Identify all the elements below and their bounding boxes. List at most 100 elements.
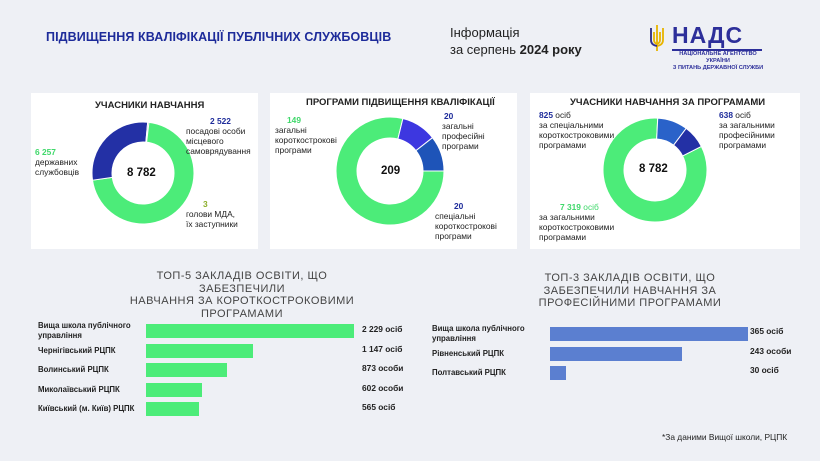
category-line: управління <box>432 333 476 343</box>
title-line: ТОП-3 ЗАКЛАДІВ ОСВІТИ, ЩО <box>544 272 716 284</box>
slice-suffix: осіб <box>552 110 571 120</box>
slice-text: професійні <box>442 131 485 141</box>
donut-chart-participants <box>91 121 195 225</box>
donut-slice-2 <box>415 136 444 172</box>
slice-text: самоврядування <box>186 146 251 156</box>
slice-text: професійними <box>719 130 775 140</box>
bar-value-label: 243 особи <box>750 345 792 356</box>
slice-text: за загальними <box>539 212 595 222</box>
donut2-slice2-label: 20 спеціальні короткострокові програми <box>435 201 497 241</box>
bar <box>146 382 203 397</box>
top3-title: ТОП-3 ЗАКЛАДІВ ОСВІТИ, ЩО ЗАБЕЗПЕЧИЛИ НА… <box>520 272 740 310</box>
slice-text: програмами <box>539 140 587 150</box>
slice-suffix: осіб <box>580 202 599 212</box>
category-line: Вища школа публічного <box>38 321 131 330</box>
category-line: Чернігівський РЦПК <box>38 345 116 355</box>
slice-text: програми <box>435 231 472 241</box>
report-period: Інформація за серпень 2024 року <box>450 24 582 58</box>
category-line: Київський (м. Київ) РЦПК <box>38 404 135 413</box>
bar-value-label: 2 229 осіб <box>362 324 403 334</box>
trident-icon <box>650 25 664 51</box>
bar-value-label: 30 осіб <box>750 365 779 375</box>
bar-value-label: 565 осіб <box>362 402 396 412</box>
slice-value: 149 <box>287 115 301 125</box>
bar-category-label: Вища школа публічного управління <box>38 321 131 340</box>
slice-text: посадові особи <box>186 126 246 136</box>
donut-slice-0 <box>91 121 195 225</box>
bar <box>146 402 199 416</box>
donut-slice-0 <box>603 118 707 222</box>
donut1-slice2-label: 3 голови МДА, їх заступники <box>186 199 238 229</box>
bar <box>550 327 748 341</box>
slice-text: службовців <box>35 167 80 177</box>
donut-slice-2 <box>672 127 703 157</box>
bar-category-label: Вища школа публічного управління <box>432 324 525 343</box>
donut3-slice1-label: 825 осіб за спеціальними короткострокови… <box>539 110 614 150</box>
bar-category-label: Миколаївський РЦПК <box>38 385 120 395</box>
slice-suffix: осіб <box>732 110 751 120</box>
slice-text: голови МДА, <box>186 209 235 219</box>
slice-text: короткостроковими <box>539 222 615 232</box>
slice-text: короткостроковими <box>539 130 615 140</box>
logo-name: НАДС <box>672 22 744 48</box>
slice-text: за спеціальними <box>539 120 604 130</box>
category-line: Рівненський РЦПК <box>432 348 504 358</box>
donut1-total: 8 782 <box>127 167 156 179</box>
slice-value: 3 <box>203 199 208 209</box>
slice-text: державних <box>35 157 78 167</box>
card2-title: ПРОГРАМИ ПІДВИЩЕННЯ КВАЛІФІКАЦІЇ <box>306 97 495 108</box>
bar-category-label: Чернігівський РЦПК <box>38 346 116 356</box>
slice-text: програми <box>275 145 312 155</box>
title-line: ТОП-5 ЗАКЛАДІВ ОСВІТИ, ЩО ЗАБЕЗПЕЧИЛИ <box>156 270 328 295</box>
slice-text: короткострокові <box>435 221 497 231</box>
donut3-slice0-label: 7 319 осіб за загальними короткострокови… <box>539 202 614 242</box>
slice-text: загальні <box>275 125 307 135</box>
card-participants-by-program: УЧАСНИКИ НАВЧАННЯ ЗА ПРОГРАМАМИ 8 782 82… <box>530 93 800 249</box>
donut1-slice1-label: 2 522 посадові особи місцевого самовряду… <box>186 116 251 156</box>
slice-value: 638 <box>719 110 733 120</box>
slice-value: 7 319 <box>560 202 581 212</box>
donut2-total: 209 <box>381 165 401 177</box>
donut-chart-programs <box>336 117 444 225</box>
bar-value-label: 602 особи <box>362 382 404 393</box>
slice-text: місцевого <box>186 136 224 146</box>
slice-text: короткострокові <box>275 135 337 145</box>
donut-chart-by-program <box>603 118 707 222</box>
donut1-slice0-label: 6 257 державних службовців <box>35 147 79 177</box>
slice-value-line: 7 319 осіб <box>539 202 614 212</box>
category-line: управління <box>38 330 82 340</box>
bar-category-label: Рівненський РЦПК <box>432 349 504 359</box>
logo-divider <box>672 49 762 51</box>
card-participants: УЧАСНИКИ НАВЧАННЯ 8 782 6 257 державних … <box>31 93 258 249</box>
bar-category-label: Київський (м. Київ) РЦПК <box>38 404 134 414</box>
info-line2: за серпень 2024 року <box>450 41 582 58</box>
logo-subtitle: НАЦІОНАЛЬНЕ АГЕНТСТВО УКРАЇНИ З ПИТАНЬ Д… <box>668 51 768 72</box>
bar-value-label: 873 особи <box>362 363 404 373</box>
card3-title: УЧАСНИКИ НАВЧАННЯ ЗА ПРОГРАМАМИ <box>570 97 766 108</box>
donut2-slice0-label: 149 загальні короткострокові програми <box>275 115 337 155</box>
donut-slice-2 <box>145 121 150 143</box>
slice-value-line: 638 осіб <box>719 110 775 120</box>
logo-sub1: НАЦІОНАЛЬНЕ АГЕНТСТВО УКРАЇНИ <box>679 51 757 64</box>
bar <box>146 363 228 377</box>
donut3-total: 8 782 <box>639 163 668 175</box>
slice-value-line: 825 осіб <box>539 110 614 120</box>
bar <box>550 346 682 361</box>
bar-value-label: 1 147 осіб <box>362 343 403 354</box>
slice-value: 20 <box>454 201 464 211</box>
title-line: ПРОГРАМАМИ <box>200 307 284 320</box>
category-line: Полтавський РЦПК <box>432 368 506 377</box>
slice-text: загальні <box>442 121 474 131</box>
footnote: *За даними Вищої школи, РЦПК <box>662 432 788 442</box>
slice-value: 20 <box>444 111 454 121</box>
info-prefix: за серпень <box>450 42 520 57</box>
slice-value: 2 522 <box>210 116 231 126</box>
bar <box>146 324 354 338</box>
title-line: ПРОФЕСІЙНИМИ ПРОГРАМАМИ <box>538 297 722 309</box>
donut3-slice2-label: 638 осіб за загальними професійними прог… <box>719 110 775 150</box>
slice-text: за загальними <box>719 120 775 130</box>
info-line1: Інформація <box>450 25 520 40</box>
slice-value: 825 <box>539 110 553 120</box>
title-line: НАВЧАННЯ ЗА КОРОТКОСТРОКОВИМИ <box>129 295 355 307</box>
donut2-slice1-label: 20 загальні професійні програми <box>442 111 485 151</box>
